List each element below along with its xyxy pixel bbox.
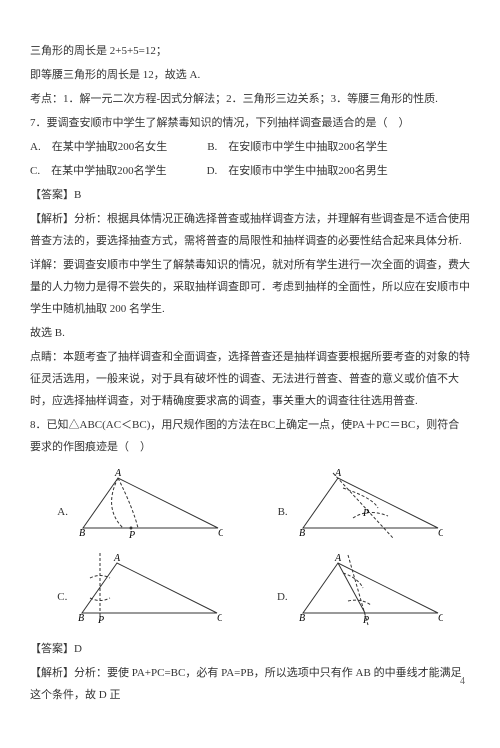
- figure-row-1: A. A B P C B. A B P C: [30, 468, 470, 543]
- svg-text:C: C: [218, 528, 223, 539]
- text-line: 即等腰三角形的周长是 12，故选 A.: [30, 64, 470, 86]
- detail: 详解：要调查安顺市中学生了解禁毒知识的情况，就对所有学生进行一次全面的调查，费大…: [30, 254, 470, 320]
- figure-label-a: A.: [57, 501, 68, 523]
- svg-text:B: B: [299, 613, 305, 624]
- svg-text:A: A: [334, 553, 342, 564]
- svg-text:C: C: [217, 613, 222, 624]
- svg-text:C: C: [438, 613, 443, 624]
- svg-text:A: A: [334, 468, 342, 479]
- options-row: A. 在某中学抽取200名女生 B. 在安顺市中学生中抽取200名学生: [30, 136, 470, 158]
- option-b: B. 在安顺市中学生中抽取200名学生: [207, 136, 388, 158]
- triangle-diagram-c: A B P C: [72, 553, 222, 628]
- svg-text:P: P: [128, 530, 135, 541]
- analysis: 【解析】分析：根据具体情况正确选择普查或抽样调查方法，并理解有些调查是不适合使用…: [30, 208, 470, 252]
- svg-text:P: P: [362, 615, 369, 626]
- note: 点睛：本题考查了抽样调查和全面调查，选择普查还是抽样调查要根据所要考查的对象的特…: [30, 346, 470, 412]
- question-8: 8．已知△ABC(AC＜BC)，用尺规作图的方法在BC上确定一点，使PA＋PC＝…: [30, 414, 470, 458]
- svg-text:C: C: [438, 528, 443, 539]
- svg-text:B: B: [78, 613, 84, 624]
- text-line: 故选 B.: [30, 322, 470, 344]
- figure-a: A. A B P C: [57, 468, 223, 543]
- figure-c: C. A B P C: [57, 553, 222, 628]
- figure-row-2: C. A B P C D. A B P C: [30, 553, 470, 628]
- svg-text:A: A: [114, 468, 122, 479]
- svg-text:B: B: [79, 528, 85, 539]
- analysis: 【解析】分析：要使 PA+PC=BC，必有 PA=PB，所以选项中只有作 AB …: [30, 662, 470, 706]
- option-c: C. 在某中学抽取200名学生: [30, 160, 167, 182]
- figure-b: B. A B P C: [278, 468, 443, 543]
- triangle-diagram-d: A B P C: [293, 553, 443, 628]
- figure-label-d: D.: [277, 586, 288, 608]
- svg-text:B: B: [299, 528, 305, 539]
- option-d: D. 在安顺市中学生中抽取200名男生: [207, 160, 388, 182]
- svg-text:P: P: [97, 615, 104, 626]
- page-number: 4: [460, 672, 465, 692]
- triangle-diagram-a: A B P C: [73, 468, 223, 543]
- triangle-diagram-b: A B P C: [293, 468, 443, 543]
- option-a: A. 在某中学抽取200名女生: [30, 136, 167, 158]
- svg-text:A: A: [113, 553, 121, 564]
- text-line: 三角形的周长是 2+5+5=12；: [30, 40, 470, 62]
- figure-d: D. A B P C: [277, 553, 443, 628]
- text-line: 考点：1．解一元二次方程-因式分解法；2．三角形三边关系；3．等腰三角形的性质.: [30, 88, 470, 110]
- answer-label: 【答案】D: [30, 638, 470, 660]
- figure-label-c: C.: [57, 586, 67, 608]
- question-7: 7．要调查安顺市中学生了解禁毒知识的情况，下列抽样调查最适合的是（ ）: [30, 112, 470, 134]
- answer-label: 【答案】B: [30, 184, 470, 206]
- figure-label-b: B.: [278, 501, 288, 523]
- options-row: C. 在某中学抽取200名学生 D. 在安顺市中学生中抽取200名男生: [30, 160, 470, 182]
- svg-text:P: P: [362, 508, 369, 519]
